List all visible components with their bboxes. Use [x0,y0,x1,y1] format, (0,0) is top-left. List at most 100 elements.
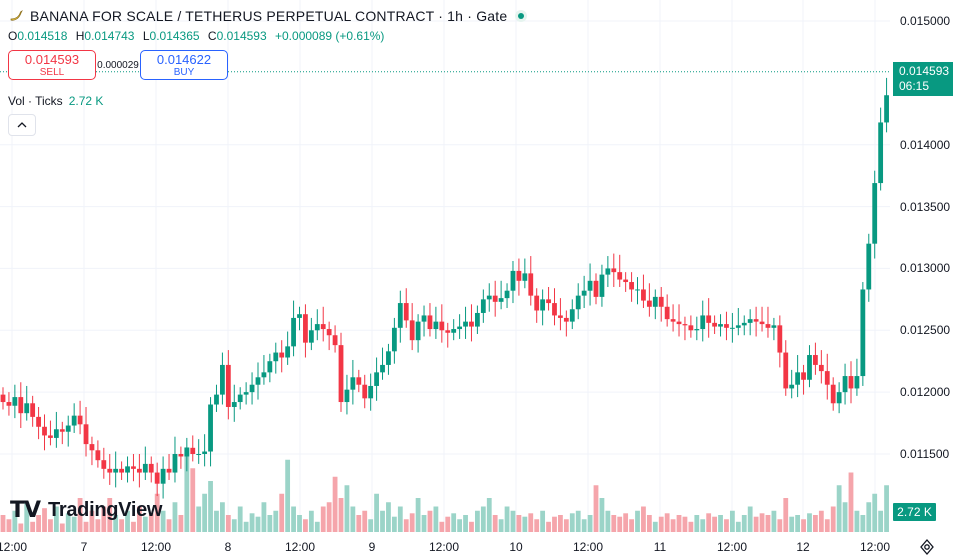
volume-bar [623,513,629,532]
chart-area[interactable] [0,0,890,532]
candle-body [670,319,676,322]
candle-body [285,346,291,358]
candle-body [836,392,842,404]
volume-bar [593,485,599,532]
volume-bar [166,519,172,532]
candle-body [6,402,12,406]
sell-button[interactable]: 0.014593 SELL [8,50,96,80]
time-tick: 12 [796,540,810,554]
candle-body [0,394,6,403]
volume-bar [65,513,71,532]
volume-bar [783,498,789,532]
volume-bar [611,515,617,532]
candle-body [101,460,107,469]
volume-bar [777,519,783,532]
volume-bar [148,513,154,532]
volume-bar [279,493,285,532]
candle-body [516,270,522,281]
candle-body [558,315,563,318]
candle-body [451,329,457,333]
volume-legend[interactable]: Vol · Ticks 2.72 K [8,94,103,108]
candle-body [125,466,130,473]
candle-body [641,289,646,301]
volume-bar [807,513,812,532]
candle-body [119,468,124,473]
volume-bar [480,506,486,532]
volume-bar [575,510,581,532]
symbol-title[interactable]: BANANA FOR SCALE / TETHERUS PERPETUAL CO… [30,8,508,24]
volume-bar [546,521,551,532]
volume-bar [249,513,255,532]
candle-body [214,394,219,405]
candle-body [279,352,285,358]
volume-bar [368,519,374,532]
volume-bar [641,506,646,532]
candle-body [611,268,617,273]
candle-body [30,403,36,417]
volume-bar [53,506,59,532]
candle-body [510,270,516,291]
candle-body [273,352,279,362]
candle-body [314,324,320,331]
volume-bar [795,515,801,532]
candle-body [676,321,682,325]
candle-body [706,315,712,323]
candle-body [368,385,374,399]
candlestick-chart[interactable] [0,0,890,532]
volume-bar [469,521,474,532]
candle-body [445,330,451,333]
volume-bar [184,447,190,532]
volume-bar [48,519,53,532]
candle-body [830,384,836,404]
time-scale[interactable]: 12:00 7 12:00 8 12:00 9 12:00 10 12:00 1… [0,532,964,560]
settings-icon[interactable] [918,538,936,556]
candle-body [243,392,249,395]
candle-body [403,303,409,321]
candle-body [593,280,599,297]
candle-body [65,425,71,432]
candle-body [629,282,634,290]
candle-body [303,314,308,343]
candle-body [107,468,113,473]
volume-bar [231,519,237,532]
low-key: L [142,29,150,43]
volume-bar [178,515,184,532]
candle-body [884,95,889,123]
candle-body [694,329,700,331]
candle-body [587,280,593,291]
volume-bar [320,506,326,532]
candle-body [421,315,427,322]
candle-body [24,403,30,414]
candle-body [172,454,178,473]
candle-body [48,435,53,438]
candle-body [89,444,95,451]
collapse-legend-button[interactable] [8,114,36,136]
price-tick: 0.011500 [900,447,950,461]
low-value: 0.014365 [149,29,200,43]
buy-button[interactable]: 0.014622 BUY [140,50,228,80]
volume-bar [617,516,623,532]
candle-body [854,376,860,389]
volume-bar [522,516,528,532]
time-tick: 11 [653,540,667,554]
volume-bar [261,502,267,532]
volume-bar [202,493,208,532]
candle-body [759,321,765,325]
candle-body [842,376,848,393]
current-price: 0.014593 [899,64,950,78]
candle-body [291,317,296,347]
candle-countdown: 06:15 [899,79,930,93]
candle-body [83,424,89,445]
candle-body [415,321,421,341]
high-value: 0.014743 [84,29,135,43]
candle-body [492,295,498,302]
market-status-icon[interactable] [515,10,528,22]
candle-body [824,371,830,385]
volume-bar [83,521,89,532]
volume-bar [759,513,765,532]
volume-bar [220,502,225,532]
volume-bar [24,502,30,532]
candle-body [795,372,801,385]
candle-body [59,429,65,432]
volume-bar [285,459,291,532]
